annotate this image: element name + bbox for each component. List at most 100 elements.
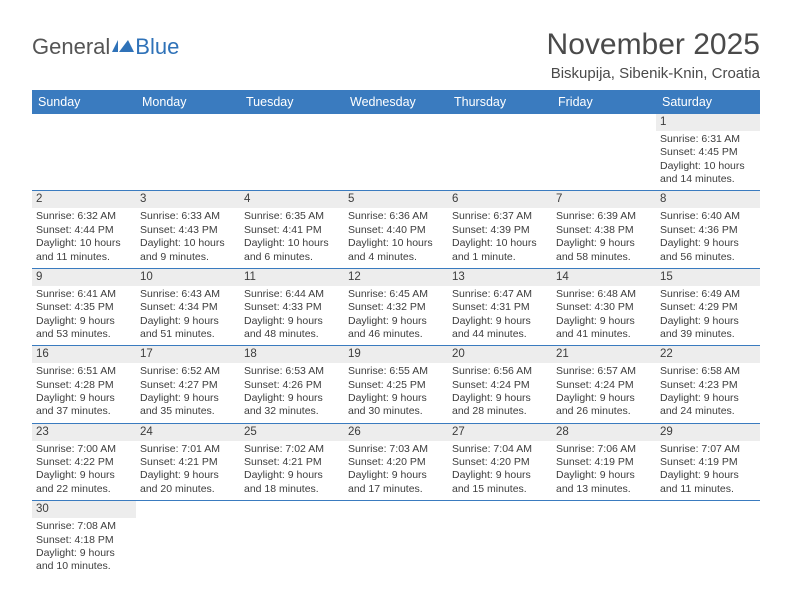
day-body: Sunrise: 7:04 AMSunset: 4:20 PMDaylight:… [448, 441, 552, 501]
sunrise-text: Sunrise: 6:36 AM [348, 210, 444, 223]
sunset-text: Sunset: 4:20 PM [348, 456, 444, 469]
daylight-text: Daylight: 9 hours and 51 minutes. [140, 315, 236, 342]
sunset-text: Sunset: 4:23 PM [660, 379, 756, 392]
day-cell: 19Sunrise: 6:55 AMSunset: 4:25 PMDayligh… [344, 346, 448, 422]
sunset-text: Sunset: 4:38 PM [556, 224, 652, 237]
daylight-text: Daylight: 10 hours and 14 minutes. [660, 160, 756, 187]
day-number: 8 [656, 191, 760, 208]
sunrise-text: Sunrise: 6:57 AM [556, 365, 652, 378]
day-number: 5 [344, 191, 448, 208]
day-cell [656, 501, 760, 577]
day-number: 25 [240, 424, 344, 441]
day-number: 4 [240, 191, 344, 208]
header-row: General Blue November 2025 Biskupija, Si… [32, 28, 760, 82]
sunset-text: Sunset: 4:21 PM [244, 456, 340, 469]
logo: General Blue [32, 28, 179, 60]
day-cell: 5Sunrise: 6:36 AMSunset: 4:40 PMDaylight… [344, 191, 448, 267]
day-cell [448, 114, 552, 190]
sunset-text: Sunset: 4:29 PM [660, 301, 756, 314]
sunset-text: Sunset: 4:36 PM [660, 224, 756, 237]
day-cell [552, 114, 656, 190]
day-body: Sunrise: 7:01 AMSunset: 4:21 PMDaylight:… [136, 441, 240, 501]
sunset-text: Sunset: 4:30 PM [556, 301, 652, 314]
weeks-container: 1Sunrise: 6:31 AMSunset: 4:45 PMDaylight… [32, 114, 760, 578]
day-body: Sunrise: 7:08 AMSunset: 4:18 PMDaylight:… [32, 518, 136, 578]
day-cell: 23Sunrise: 7:00 AMSunset: 4:22 PMDayligh… [32, 424, 136, 500]
day-cell [448, 501, 552, 577]
sunrise-text: Sunrise: 6:31 AM [660, 133, 756, 146]
day-cell [344, 501, 448, 577]
day-cell: 16Sunrise: 6:51 AMSunset: 4:28 PMDayligh… [32, 346, 136, 422]
daylight-text: Daylight: 9 hours and 11 minutes. [660, 469, 756, 496]
day-body: Sunrise: 6:53 AMSunset: 4:26 PMDaylight:… [240, 363, 344, 423]
day-cell: 26Sunrise: 7:03 AMSunset: 4:20 PMDayligh… [344, 424, 448, 500]
weekday-header: Saturday [656, 90, 760, 114]
day-number: 12 [344, 269, 448, 286]
day-cell: 30Sunrise: 7:08 AMSunset: 4:18 PMDayligh… [32, 501, 136, 577]
day-body: Sunrise: 6:56 AMSunset: 4:24 PMDaylight:… [448, 363, 552, 423]
day-body: Sunrise: 6:51 AMSunset: 4:28 PMDaylight:… [32, 363, 136, 423]
sunrise-text: Sunrise: 6:47 AM [452, 288, 548, 301]
day-number: 2 [32, 191, 136, 208]
week-row: 23Sunrise: 7:00 AMSunset: 4:22 PMDayligh… [32, 424, 760, 501]
day-cell [136, 114, 240, 190]
day-number: 1 [656, 114, 760, 131]
daylight-text: Daylight: 10 hours and 11 minutes. [36, 237, 132, 264]
daylight-text: Daylight: 9 hours and 53 minutes. [36, 315, 132, 342]
weekday-header: Thursday [448, 90, 552, 114]
day-cell: 17Sunrise: 6:52 AMSunset: 4:27 PMDayligh… [136, 346, 240, 422]
sunrise-text: Sunrise: 6:44 AM [244, 288, 340, 301]
day-cell [552, 501, 656, 577]
sunset-text: Sunset: 4:43 PM [140, 224, 236, 237]
sunset-text: Sunset: 4:32 PM [348, 301, 444, 314]
day-number: 11 [240, 269, 344, 286]
day-body: Sunrise: 7:00 AMSunset: 4:22 PMDaylight:… [32, 441, 136, 501]
sunrise-text: Sunrise: 7:04 AM [452, 443, 548, 456]
sunset-text: Sunset: 4:27 PM [140, 379, 236, 392]
daylight-text: Daylight: 10 hours and 6 minutes. [244, 237, 340, 264]
day-number: 16 [32, 346, 136, 363]
sunrise-text: Sunrise: 7:03 AM [348, 443, 444, 456]
day-number: 21 [552, 346, 656, 363]
day-cell: 21Sunrise: 6:57 AMSunset: 4:24 PMDayligh… [552, 346, 656, 422]
calendar-page: General Blue November 2025 Biskupija, Si… [0, 0, 792, 598]
day-cell: 12Sunrise: 6:45 AMSunset: 4:32 PMDayligh… [344, 269, 448, 345]
day-body: Sunrise: 6:55 AMSunset: 4:25 PMDaylight:… [344, 363, 448, 423]
day-number: 14 [552, 269, 656, 286]
week-row: 2Sunrise: 6:32 AMSunset: 4:44 PMDaylight… [32, 191, 760, 268]
day-cell: 2Sunrise: 6:32 AMSunset: 4:44 PMDaylight… [32, 191, 136, 267]
day-number: 23 [32, 424, 136, 441]
day-number: 7 [552, 191, 656, 208]
daylight-text: Daylight: 9 hours and 10 minutes. [36, 547, 132, 574]
daylight-text: Daylight: 9 hours and 44 minutes. [452, 315, 548, 342]
day-cell: 7Sunrise: 6:39 AMSunset: 4:38 PMDaylight… [552, 191, 656, 267]
day-number: 20 [448, 346, 552, 363]
sunset-text: Sunset: 4:31 PM [452, 301, 548, 314]
daylight-text: Daylight: 10 hours and 4 minutes. [348, 237, 444, 264]
day-number: 28 [552, 424, 656, 441]
day-body: Sunrise: 6:41 AMSunset: 4:35 PMDaylight:… [32, 286, 136, 346]
day-cell [136, 501, 240, 577]
logo-text-2: Blue [135, 34, 179, 60]
sunrise-text: Sunrise: 7:02 AM [244, 443, 340, 456]
daylight-text: Daylight: 9 hours and 15 minutes. [452, 469, 548, 496]
day-cell: 18Sunrise: 6:53 AMSunset: 4:26 PMDayligh… [240, 346, 344, 422]
day-number: 19 [344, 346, 448, 363]
sunrise-text: Sunrise: 6:58 AM [660, 365, 756, 378]
sunrise-text: Sunrise: 6:39 AM [556, 210, 652, 223]
daylight-text: Daylight: 9 hours and 17 minutes. [348, 469, 444, 496]
day-number: 22 [656, 346, 760, 363]
sunrise-text: Sunrise: 6:53 AM [244, 365, 340, 378]
day-cell: 1Sunrise: 6:31 AMSunset: 4:45 PMDaylight… [656, 114, 760, 190]
day-body: Sunrise: 6:49 AMSunset: 4:29 PMDaylight:… [656, 286, 760, 346]
day-cell: 29Sunrise: 7:07 AMSunset: 4:19 PMDayligh… [656, 424, 760, 500]
daylight-text: Daylight: 9 hours and 28 minutes. [452, 392, 548, 419]
day-body: Sunrise: 6:35 AMSunset: 4:41 PMDaylight:… [240, 208, 344, 268]
day-body: Sunrise: 6:32 AMSunset: 4:44 PMDaylight:… [32, 208, 136, 268]
day-body: Sunrise: 6:48 AMSunset: 4:30 PMDaylight:… [552, 286, 656, 346]
day-number: 13 [448, 269, 552, 286]
sunset-text: Sunset: 4:26 PM [244, 379, 340, 392]
sunrise-text: Sunrise: 6:43 AM [140, 288, 236, 301]
weekday-header: Tuesday [240, 90, 344, 114]
day-body: Sunrise: 7:07 AMSunset: 4:19 PMDaylight:… [656, 441, 760, 501]
